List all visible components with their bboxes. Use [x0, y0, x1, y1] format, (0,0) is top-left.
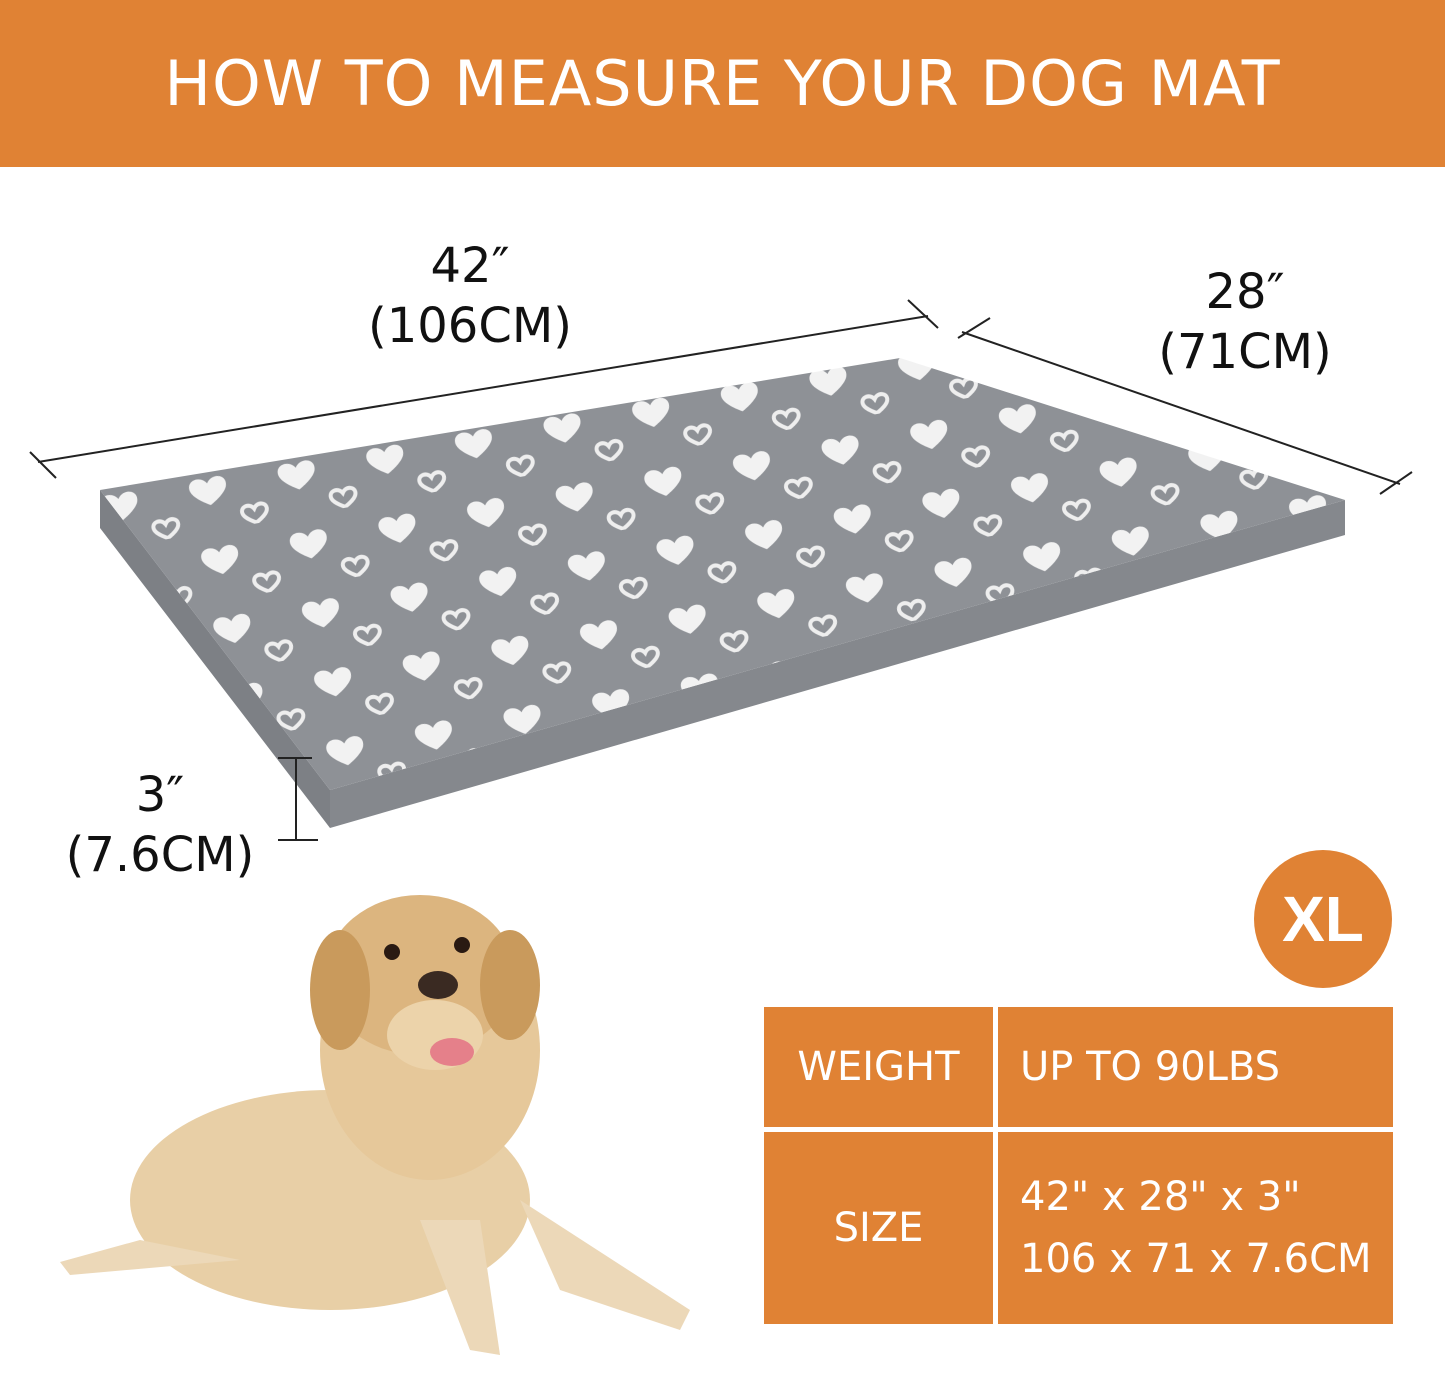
height-inches: 3″: [135, 767, 185, 823]
page-title: HOW TO MEASURE YOUR DOG MAT: [164, 47, 1281, 120]
dog-image: [60, 895, 690, 1355]
weight-value: UP TO 90LBS: [998, 1007, 1393, 1127]
size-values: 42" x 28" x 3" 106 x 71 x 7.6CM: [998, 1132, 1393, 1324]
spec-table: WEIGHT UP TO 90LBS SIZE 42" x 28" x 3" 1…: [764, 1007, 1394, 1325]
dog-mat: [100, 358, 1345, 828]
size-cm: 106 x 71 x 7.6CM: [1020, 1236, 1372, 1282]
height-cm: (7.6CM): [65, 827, 255, 883]
length-label: 42″ (106CM): [340, 236, 600, 356]
width-inches: 28″: [1205, 264, 1285, 320]
size-label: SIZE: [764, 1132, 993, 1324]
length-inches: 42″: [430, 238, 510, 294]
width-cm: (71CM): [1158, 324, 1332, 380]
size-badge: XL: [1254, 850, 1392, 988]
length-cm: (106CM): [368, 298, 572, 354]
size-inches: 42" x 28" x 3": [1020, 1174, 1301, 1220]
dimension-lines: [29, 299, 1413, 841]
weight-label: WEIGHT: [764, 1007, 993, 1127]
header-banner: HOW TO MEASURE YOUR DOG MAT: [0, 0, 1445, 167]
height-label: 3″ (7.6CM): [40, 765, 280, 885]
width-label: 28″ (71CM): [1130, 262, 1360, 382]
